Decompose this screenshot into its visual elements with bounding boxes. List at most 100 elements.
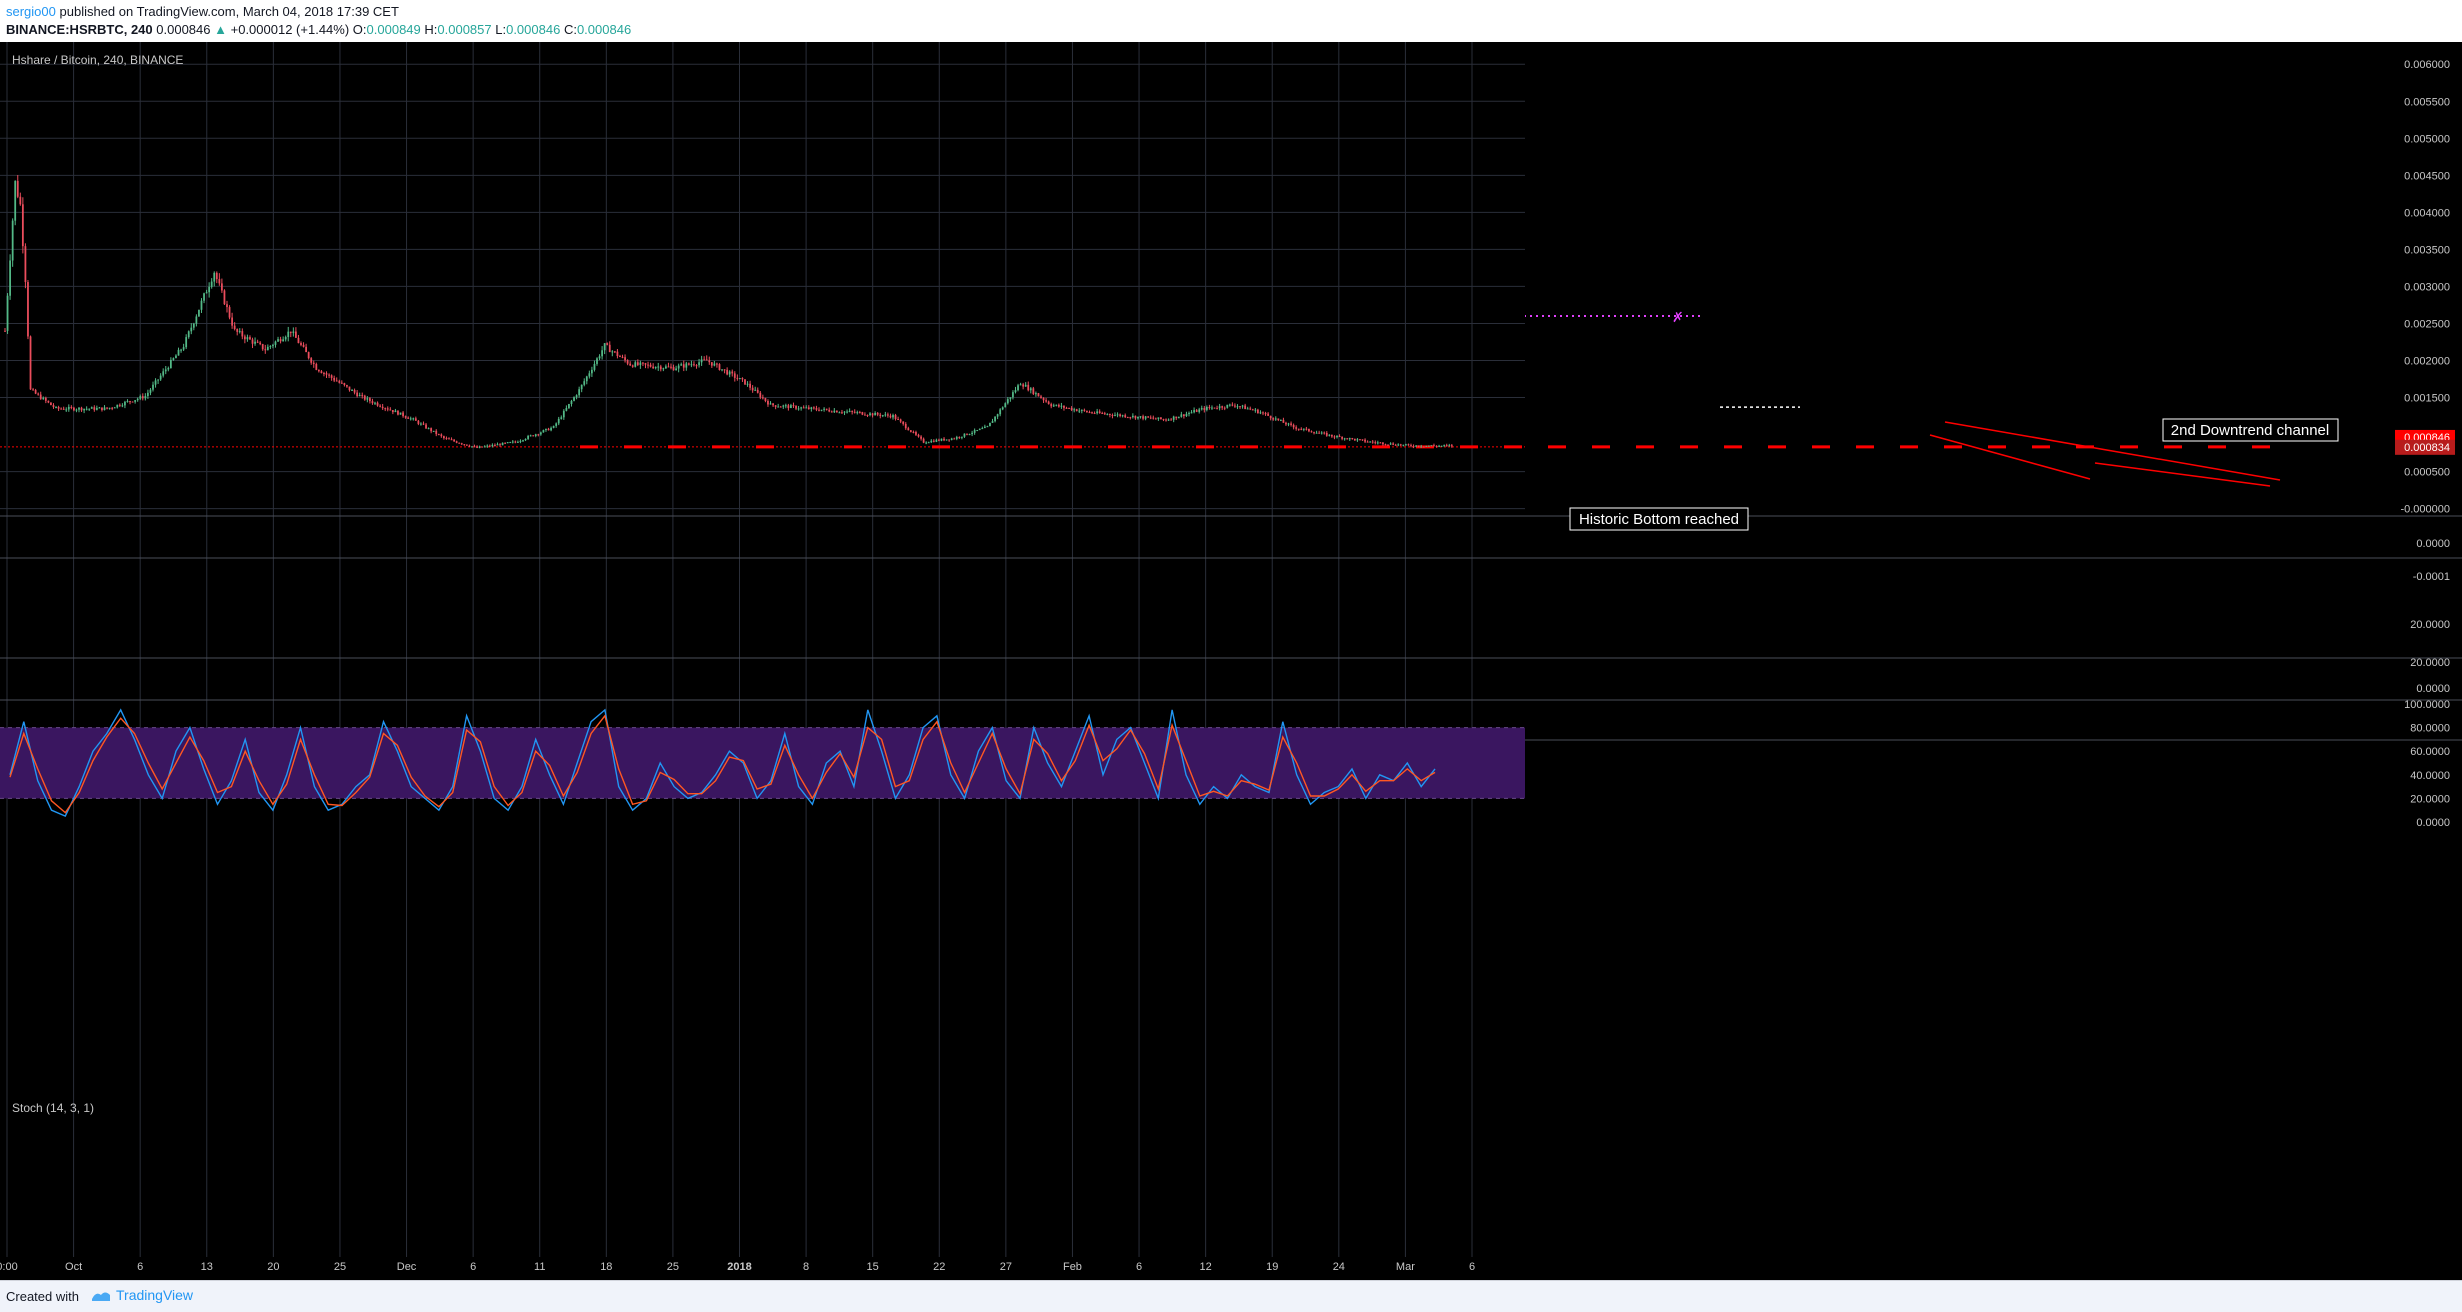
x-tick-label: 8 [803, 1261, 809, 1273]
candle-body [1348, 438, 1351, 440]
candle-body [274, 341, 277, 345]
candle-body [596, 358, 598, 364]
candle-body [177, 349, 180, 356]
candle-body [1109, 413, 1111, 416]
candle-body [511, 441, 514, 443]
candle-body [871, 413, 874, 416]
candle-body [629, 363, 632, 366]
candle-body [994, 416, 996, 422]
candle-body [1295, 427, 1298, 429]
candle-body [542, 430, 545, 433]
open-value: 0.000849 [366, 22, 421, 37]
candle-body [75, 409, 78, 411]
candle-body [175, 355, 177, 359]
high-label: H: [424, 22, 438, 37]
x-tick-label: Mar [1396, 1261, 1415, 1273]
candle-body [499, 444, 501, 446]
candle-body [1047, 401, 1050, 405]
x-tick-label: 25 [334, 1261, 346, 1273]
x-tick-label: 11 [534, 1261, 545, 1273]
x-tick-label: 24 [1333, 1261, 1345, 1273]
candle-body [1216, 408, 1218, 410]
candle-body [1065, 407, 1068, 409]
candle-body [958, 437, 961, 439]
candle-body [1427, 445, 1430, 447]
candle-body [624, 357, 626, 361]
candle-body [790, 405, 792, 409]
candle-body [185, 337, 188, 348]
candle-body [1353, 438, 1356, 441]
candle-body [369, 398, 371, 402]
candle-body [292, 331, 295, 333]
candle-body [1096, 411, 1099, 414]
candle-body [407, 417, 410, 419]
candle-body [603, 343, 606, 351]
candle-body [167, 368, 170, 370]
candle-body [256, 341, 259, 343]
publish-info: sergio00 published on TradingView.com, M… [6, 4, 399, 19]
candle-body [1364, 439, 1366, 442]
candle-body [338, 381, 341, 383]
chart-canvas[interactable]: ✗ 0.0000 -0.0001 20.0000 20.0000 0.0000 0.006… [0, 42, 2462, 1280]
candle-body [491, 444, 494, 447]
channel-upper-line [1944, 421, 2281, 481]
candle-body [848, 410, 851, 412]
candle-body [412, 418, 415, 420]
candle-body [340, 382, 343, 384]
candle-body [866, 414, 869, 416]
candle-body [1144, 416, 1147, 419]
candle-body [1285, 422, 1287, 425]
candle-body [1019, 384, 1022, 386]
candle-body [1131, 415, 1134, 418]
candle-body [815, 408, 818, 410]
y-tick-label: 0.001500 [2404, 393, 2450, 405]
candle-body [29, 336, 32, 390]
candle-body [695, 365, 698, 367]
candle-body [1356, 439, 1359, 441]
x-tick-label: Oct [65, 1261, 82, 1273]
candle-body [37, 393, 40, 395]
candle-body [838, 412, 841, 414]
candle-body [1361, 439, 1364, 441]
candle-body [243, 336, 246, 340]
candle-body [1139, 416, 1142, 418]
candle-body [448, 438, 450, 440]
candle-body [1213, 407, 1216, 409]
candle-body [1292, 424, 1295, 428]
price-axis[interactable]: 0.0000 -0.0001 20.0000 20.0000 0.0000 0.00600… [2395, 59, 2455, 829]
downtrend-channel[interactable] [1720, 406, 2281, 487]
candle-body [386, 408, 389, 410]
candle-body [938, 439, 940, 441]
time-axis[interactable]: 0:00 Oct 6 13 20 25 Dec 6 11 18 25 2018 8 15 22 27 Feb 6 1… [0, 1261, 1475, 1273]
candle-body [1073, 409, 1076, 411]
candle-body [169, 359, 172, 369]
x-tick-label: Feb [1063, 1261, 1082, 1273]
candle-body [356, 392, 359, 397]
candle-body [585, 376, 588, 382]
annotation-text: 2nd Downtrend channel [2171, 422, 2329, 439]
tradingview-link[interactable]: TradingView [90, 1287, 193, 1303]
candle-body [182, 347, 185, 350]
candle-body [1114, 414, 1116, 416]
candle-body [769, 403, 772, 405]
channel-lower-line [1929, 434, 2091, 480]
annotations[interactable]: 2nd Downtrend channel Historic Bottom rea… [1569, 418, 2339, 531]
candle-body [126, 401, 129, 403]
candle-body [1091, 412, 1093, 414]
candle-body [677, 365, 680, 369]
candle-body [606, 343, 609, 345]
candle-body [892, 415, 894, 418]
candle-body [1185, 413, 1188, 417]
candle-body [443, 436, 445, 439]
candle-body [700, 359, 703, 363]
candle-body [1195, 410, 1198, 412]
x-tick-label: 0:00 [0, 1261, 18, 1273]
candle-body [728, 371, 731, 375]
candle-body [864, 414, 866, 416]
author-link[interactable]: sergio00 [6, 4, 56, 19]
y-tick-label: 20.0000 [2410, 657, 2450, 669]
candle-body [718, 364, 721, 370]
candle-body [782, 405, 785, 407]
candle-body [1042, 397, 1045, 401]
candle-body [1221, 406, 1224, 408]
